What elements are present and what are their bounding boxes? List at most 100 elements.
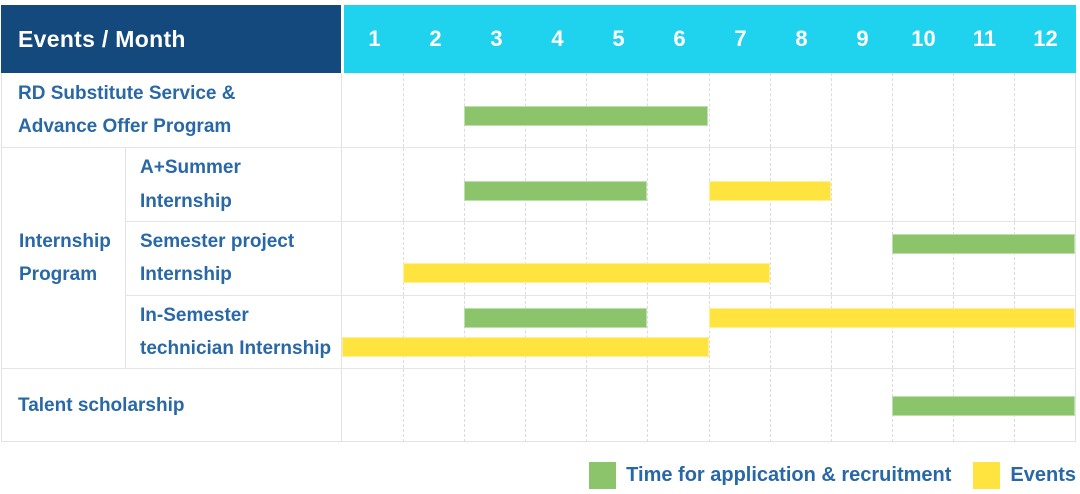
month-gridline [586, 222, 588, 295]
month-header-12: 12 [1033, 26, 1058, 51]
month-gridline [525, 369, 527, 442]
month-header-2: 2 [429, 26, 442, 51]
header-divider [341, 5, 344, 73]
row-semester-project-internship: Semester project Internship [126, 221, 1075, 295]
month-gridline [830, 369, 832, 442]
application-period-bar [464, 307, 648, 328]
month-gridline [769, 295, 771, 369]
month-gridline [464, 369, 466, 442]
table-body: RD Substitute Service & Advance Offer Pr… [1, 73, 1076, 442]
row-a-summer-internship: A+Summer Internship [126, 147, 1075, 222]
table-header: Events / Month 1 2 3 4 5 6 7 8 9 10 11 1… [1, 5, 1076, 73]
row-rd-substitute: RD Substitute Service & Advance Offer Pr… [2, 73, 1075, 147]
timeline-cell-rd-substitute [342, 73, 1075, 147]
internship-program-group: Internship Program A+Summer Internship S… [2, 146, 1075, 369]
row-label-cell: A+Summer Internship [126, 147, 342, 222]
month-header-4: 4 [551, 26, 564, 51]
month-header-10: 10 [911, 26, 936, 51]
month-gridline [830, 222, 832, 295]
month-gridline [1013, 73, 1015, 147]
month-gridline [891, 147, 893, 222]
month-gridline [586, 295, 588, 369]
month-header-11: 11 [972, 26, 997, 51]
row-label-cell: Talent scholarship [2, 369, 342, 442]
row-label: Semester project Internship [140, 231, 295, 286]
group-sub-rows: A+Summer Internship Semester project Int… [126, 147, 1075, 369]
application-period-bar [891, 396, 1075, 417]
application-period-bar [891, 234, 1075, 255]
month-gridline [1013, 295, 1015, 369]
timeline-cell-in-semester [342, 295, 1075, 369]
event-period-bar [708, 180, 831, 201]
month-gridline [708, 222, 710, 295]
month-gridline [647, 295, 649, 369]
legend: Time for application & recruitment Event… [589, 462, 1076, 489]
month-gridline [403, 295, 405, 369]
application-color-swatch [589, 462, 617, 489]
month-gridline [525, 295, 527, 369]
legend-item-events: Events [973, 462, 1076, 489]
month-gridline [1013, 147, 1015, 222]
row-label: In-Semester technician Internship [140, 304, 332, 359]
month-gridline [952, 295, 954, 369]
table-title: Events / Month [18, 25, 186, 52]
month-header-8: 8 [795, 26, 808, 51]
events-color-swatch [973, 462, 1001, 489]
timeline-cell-talent-scholarship [342, 369, 1075, 442]
timeline-cell-a-summer [342, 147, 1075, 222]
row-label: Talent scholarship [18, 394, 185, 416]
group-label: Internship Program [19, 230, 111, 285]
month-gridline [403, 222, 405, 295]
month-gridline [464, 222, 466, 295]
month-gridline [708, 295, 710, 369]
month-gridline [403, 73, 405, 147]
legend-item-application: Time for application & recruitment [589, 462, 951, 489]
month-gridline [1013, 222, 1015, 295]
month-header-7: 7 [734, 26, 747, 51]
event-period-bar [708, 307, 1075, 328]
month-gridline [586, 369, 588, 442]
month-header-9: 9 [856, 26, 869, 51]
month-header-1: 1 [368, 26, 381, 51]
row-label-cell: In-Semester technician Internship [126, 295, 342, 369]
row-in-semester-technician-internship: In-Semester technician Internship [126, 294, 1075, 369]
month-gridline [952, 73, 954, 147]
month-gridline [464, 295, 466, 369]
row-label: RD Substitute Service & Advance Offer Pr… [18, 82, 236, 137]
row-talent-scholarship: Talent scholarship [2, 368, 1075, 442]
events-month-table: Events / Month 1 2 3 4 5 6 7 8 9 10 11 1… [1, 5, 1076, 442]
month-gridline [891, 73, 893, 147]
row-label-cell: RD Substitute Service & Advance Offer Pr… [2, 73, 342, 147]
month-gridline [891, 222, 893, 295]
legend-label-events: Events [1010, 464, 1076, 486]
month-gridline [525, 222, 527, 295]
month-gridline [830, 73, 832, 147]
month-gridline [769, 369, 771, 442]
month-gridline [647, 222, 649, 295]
month-header-3: 3 [490, 26, 503, 51]
month-gridline [952, 147, 954, 222]
month-gridline [647, 147, 649, 222]
event-period-bar [403, 263, 770, 284]
month-gridline [891, 295, 893, 369]
month-gridline [708, 73, 710, 147]
row-label-cell: Semester project Internship [126, 222, 342, 295]
month-gridline [769, 73, 771, 147]
month-header-5: 5 [612, 26, 625, 51]
event-period-bar [342, 336, 709, 357]
timeline-cell-semester-project [342, 222, 1075, 295]
header-title-cell: Events / Month [1, 5, 341, 73]
month-gridline [647, 369, 649, 442]
month-header-row: 1 2 3 4 5 6 7 8 9 10 11 12 [344, 5, 1076, 73]
month-gridline [830, 147, 832, 222]
month-gridline [769, 222, 771, 295]
application-period-bar [464, 180, 648, 201]
application-period-bar [464, 106, 709, 126]
row-label: A+Summer Internship [140, 157, 241, 212]
month-gridline [403, 147, 405, 222]
month-gridline [952, 222, 954, 295]
legend-label-application: Time for application & recruitment [626, 464, 952, 486]
group-label-cell: Internship Program [2, 147, 126, 369]
month-gridline [830, 295, 832, 369]
